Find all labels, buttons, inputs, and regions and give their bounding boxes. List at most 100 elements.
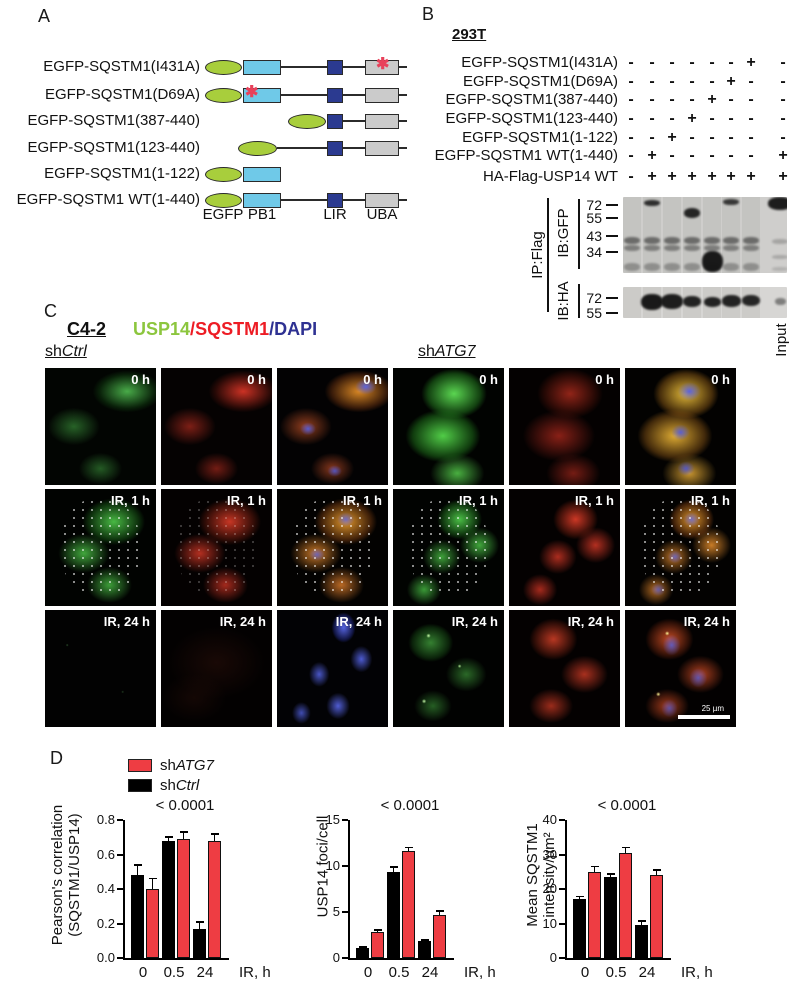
- y-axis-tick: [117, 819, 123, 821]
- x-axis-label: IR, h: [681, 964, 713, 981]
- error-bar: [136, 864, 139, 876]
- y-axis-title-line: Pearson's correlation: [49, 804, 66, 946]
- stain-legend: USP14/SQSTM1/DAPI: [133, 319, 317, 340]
- stain-name: /: [190, 319, 196, 339]
- x-category-label: 0.5: [605, 964, 627, 981]
- plus-minus-sign: -: [748, 91, 754, 108]
- plus-minus-sign: +: [746, 54, 756, 71]
- panel-a-label: A: [38, 6, 51, 26]
- plus-minus-sign: -: [780, 73, 786, 90]
- egfp-domain-shape: [288, 114, 326, 129]
- stain-name: SQSTM1: [195, 319, 270, 339]
- y-axis-tick-label: 0.6: [96, 846, 115, 862]
- y-axis-tick-label: 15: [325, 812, 340, 827]
- ib-gfp-bracket-line: [578, 199, 580, 269]
- plus-minus-sign: -: [689, 147, 695, 164]
- data-bar-shATG7: [402, 851, 415, 958]
- timepoint-label: 0 h: [131, 372, 150, 387]
- error-bar: [593, 866, 596, 872]
- ib-ha-bracket-line: [578, 284, 580, 318]
- p-value-annotation: < 0.0001: [155, 797, 215, 814]
- micrograph-cell: IR, 24 h: [277, 610, 388, 727]
- plus-minus-sign: -: [669, 110, 675, 127]
- error-bar-cap: [195, 920, 204, 923]
- y-axis-tick-label: 30: [542, 846, 557, 862]
- protein-band: [704, 245, 720, 251]
- data-bar-shATG7: [177, 838, 190, 958]
- plus-minus-sign: -: [628, 147, 634, 164]
- timepoint-label: 0 h: [363, 372, 382, 387]
- y-axis-tick: [342, 819, 348, 821]
- mw-marker-label: 34: [586, 244, 602, 260]
- micrograph-cell: 0 h: [509, 368, 620, 485]
- domain-connector-line: [399, 147, 407, 149]
- plus-minus-sign: +: [707, 168, 717, 185]
- uba-domain-shape: [365, 141, 399, 156]
- bar-chart-plot: [565, 820, 671, 960]
- domain-connector-line: [343, 147, 365, 149]
- scale-bar: [678, 715, 730, 719]
- mw-marker-dash: [606, 312, 618, 314]
- plus-minus-sign: -: [748, 147, 754, 164]
- error-bar: [624, 847, 627, 853]
- plus-minus-sign: -: [748, 73, 754, 90]
- protein-band: [664, 237, 680, 244]
- error-bar-cap: [179, 831, 188, 833]
- y-axis-tick: [117, 922, 123, 925]
- error-bar-cap: [575, 895, 584, 898]
- mw-marker-dash: [606, 217, 618, 219]
- error-bar: [198, 921, 201, 929]
- legend-label: shATG7: [160, 757, 214, 774]
- plus-minus-sign: -: [649, 91, 655, 108]
- lane-smudge: [742, 197, 760, 273]
- egfp-domain-shape: [205, 60, 242, 75]
- plus-minus-sign: +: [746, 168, 756, 185]
- plus-minus-sign: -: [709, 73, 715, 90]
- domain-key-label: UBA: [366, 206, 398, 223]
- error-bar: [167, 837, 170, 841]
- x-category-label: 0: [138, 964, 148, 981]
- egfp-domain-shape: [205, 88, 242, 103]
- data-bar-shCtrl: [162, 840, 175, 958]
- data-bar-shCtrl: [193, 928, 206, 958]
- egfp-domain-shape: [205, 167, 242, 182]
- plus-minus-sign: +: [726, 73, 736, 90]
- construct-label: EGFP-SQSTM1(I431A): [43, 58, 200, 75]
- legend-label-part: sh: [160, 757, 176, 774]
- y-axis-tick: [342, 957, 348, 959]
- protein-band: [684, 208, 700, 218]
- plus-minus-sign: -: [709, 110, 715, 127]
- protein-band: [644, 263, 660, 271]
- uba-domain-shape: [365, 193, 399, 208]
- x-axis-label: IR, h: [464, 964, 496, 981]
- data-bar-shATG7: [208, 840, 221, 958]
- plus-minus-sign: +: [647, 168, 657, 185]
- legend-swatch: [128, 759, 152, 772]
- error-bar: [151, 878, 154, 889]
- stain-name: USP14: [133, 319, 191, 339]
- micrograph-cell: 0 h: [161, 368, 272, 485]
- y-axis-tick: [559, 957, 565, 959]
- y-axis-tick-label: 0.2: [96, 915, 115, 931]
- group-label-shatg7: shATG7: [418, 343, 476, 361]
- plus-minus-sign: -: [728, 147, 734, 164]
- plus-minus-sign: -: [628, 129, 634, 146]
- domain-connector-line: [281, 94, 327, 96]
- y-axis-title-line: Mean SQSTM1: [524, 823, 541, 927]
- bar-chart-plot: [348, 820, 454, 960]
- lane-smudge: [623, 197, 641, 273]
- timepoint-label: 0 h: [479, 372, 498, 387]
- plus-minus-sign: +: [647, 147, 657, 164]
- error-bar-cap: [404, 846, 413, 849]
- plus-minus-sign: -: [689, 54, 695, 71]
- plus-minus-sign: +: [778, 168, 788, 185]
- lir-domain-shape: [327, 114, 343, 129]
- domain-connector-line: [343, 120, 365, 122]
- y-axis-tick: [559, 853, 565, 856]
- x-category-label: 0: [580, 964, 590, 981]
- stain-name: DAPI: [274, 319, 318, 339]
- micrograph-cell: IR, 1 h: [625, 489, 736, 606]
- y-axis-title-line: USP14 foci/cell: [314, 815, 332, 918]
- mw-marker-label: 55: [586, 305, 602, 321]
